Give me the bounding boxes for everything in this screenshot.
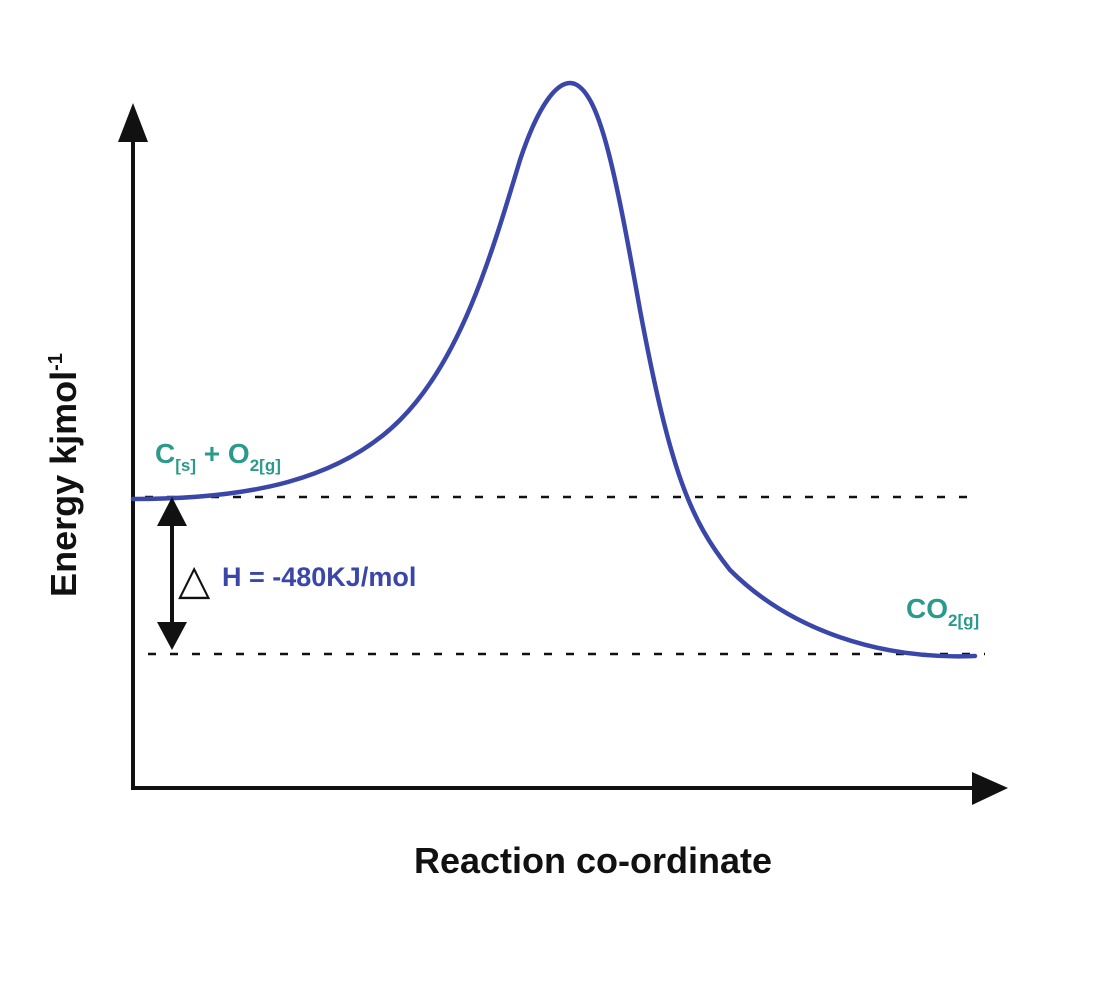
product-label: CO2[g] (906, 593, 979, 630)
y-axis-arrowhead (118, 103, 148, 142)
reactant-carbon-state: [s] (175, 456, 196, 475)
enthalpy-arrow-top-head (157, 497, 187, 526)
y-axis-label-superscript: -1 (45, 353, 67, 371)
delta-symbol: △ (178, 555, 211, 604)
product-state: 2[g] (948, 611, 979, 630)
enthalpy-arrow-bottom-head (157, 622, 187, 650)
reactant-oxygen-state: 2[g] (250, 456, 281, 475)
reactant-oxygen: + O (196, 438, 250, 469)
product-formula: CO (906, 593, 948, 624)
enthalpy-change-label: H = -480KJ/mol (222, 562, 416, 592)
y-axis-label-text: Energy kjmol (43, 371, 84, 597)
x-axis-arrowhead (972, 772, 1008, 805)
x-axis-label: Reaction co-ordinate (414, 840, 772, 881)
reactant-carbon: C (155, 438, 175, 469)
axes (131, 140, 975, 790)
y-axis-label: Energy kjmol-1 (43, 353, 84, 597)
reaction-energy-curve (130, 80, 978, 659)
reactant-label: C[s] + O2[g] (155, 438, 281, 475)
